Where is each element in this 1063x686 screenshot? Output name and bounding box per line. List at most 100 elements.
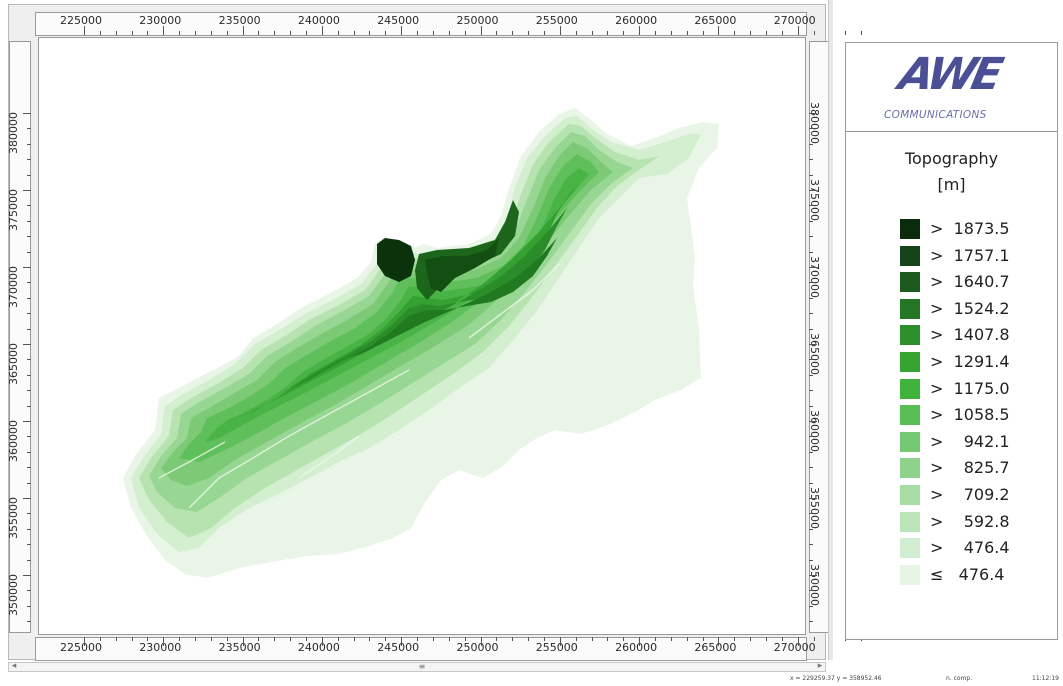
horizontal-scrollbar[interactable]: ◂ ≡ ▸ <box>8 661 826 672</box>
x-tick-mark <box>512 637 514 641</box>
x-tick-mark <box>639 26 641 35</box>
x-tick-mark <box>718 637 720 646</box>
y-tick-mark <box>27 605 31 607</box>
panel-splitter[interactable] <box>828 0 833 660</box>
map-canvas[interactable] <box>38 37 806 635</box>
y-tick-mark <box>809 544 813 546</box>
x-tick-mark <box>623 31 625 35</box>
x-tick-mark <box>623 637 625 641</box>
x-tick-mark <box>845 31 847 35</box>
logo-subtitle: COMMUNICATIONS <box>884 109 987 121</box>
x-tick-mark <box>115 637 117 641</box>
y-tick-mark <box>809 528 813 530</box>
legend-label: > 1640.7 <box>930 272 1010 292</box>
y-tick-label-right: 375000 <box>808 179 821 221</box>
scroll-left-icon[interactable]: ◂ <box>11 661 17 671</box>
legend-swatch <box>900 431 920 452</box>
legend-title: Topography <box>904 149 999 168</box>
x-tick-label-bottom: 265000 <box>694 641 737 654</box>
legend-swatch <box>900 219 920 239</box>
valley-line <box>188 369 410 509</box>
x-tick-mark <box>290 637 292 641</box>
y-tick-mark <box>809 143 813 145</box>
legend-swatch <box>900 538 920 559</box>
y-tick-mark <box>809 174 813 176</box>
y-tick-mark <box>809 359 813 361</box>
y-tick-mark <box>809 467 813 469</box>
x-tick-mark <box>686 637 688 641</box>
x-tick-mark <box>84 637 85 646</box>
x-tick-mark <box>718 26 720 35</box>
x-tick-mark <box>321 26 323 35</box>
y-tick-mark <box>809 159 813 161</box>
y-tick-label-left: 350000 <box>7 574 20 616</box>
y-tick-mark <box>809 421 817 422</box>
x-tick-mark <box>195 31 197 35</box>
y-tick-mark <box>27 467 31 469</box>
y-tick-mark <box>27 590 31 592</box>
company-logo: AWE COMMUNICATIONS <box>846 43 1057 132</box>
x-tick-mark <box>99 31 101 35</box>
legend-label: > 1407.8 <box>930 325 1010 345</box>
valley-line <box>298 435 360 479</box>
y-tick-label-right: 360000 <box>808 410 821 452</box>
y-tick-mark <box>809 251 813 253</box>
x-tick-mark <box>702 31 704 35</box>
y-tick-mark <box>27 251 31 253</box>
x-tick-mark <box>813 31 815 35</box>
x-tick-mark <box>321 637 323 646</box>
legend-swatch <box>900 245 920 266</box>
x-tick-mark <box>528 31 530 35</box>
y-tick-mark <box>809 374 813 376</box>
y-tick-label-right: 380000 <box>808 102 821 144</box>
y-tick-mark <box>27 205 31 207</box>
x-tick-mark <box>258 31 260 35</box>
x-tick-mark <box>99 637 101 641</box>
legend-swatch <box>900 272 920 293</box>
x-tick-mark <box>797 26 799 35</box>
status-time: 11:12:19 <box>1032 675 1059 682</box>
x-tick-label-bottom: 255000 <box>535 641 578 654</box>
scroll-right-icon[interactable]: ▸ <box>817 661 823 671</box>
x-tick-mark <box>797 637 799 646</box>
x-tick-label-bottom: 245000 <box>377 641 420 654</box>
y-tick-mark <box>27 436 31 438</box>
x-tick-mark <box>242 637 244 646</box>
x-tick-mark <box>147 637 149 641</box>
x-tick-label-bottom: 260000 <box>615 641 658 654</box>
x-tick-mark <box>543 31 545 35</box>
y-tick-mark <box>27 282 31 284</box>
x-tick-mark <box>480 637 482 646</box>
x-tick-mark <box>195 637 197 641</box>
legend-label: > 825.7 <box>930 458 1010 478</box>
x-tick-label-bottom: 250000 <box>456 641 499 654</box>
y-tick-mark <box>23 498 31 499</box>
y-tick-mark <box>809 513 813 515</box>
y-tick-mark <box>23 421 31 422</box>
x-tick-mark <box>385 637 387 641</box>
x-tick-mark <box>512 31 514 35</box>
x-tick-mark <box>417 637 419 641</box>
y-tick-label-right: 365000 <box>808 333 821 375</box>
x-tick-mark <box>480 26 482 35</box>
y-tick-mark <box>809 559 813 561</box>
x-tick-mark <box>131 31 133 35</box>
x-tick-mark <box>686 31 688 35</box>
x-tick-mark <box>417 31 419 35</box>
y-tick-mark <box>27 374 31 376</box>
x-tick-mark <box>306 31 308 35</box>
y-tick-mark <box>809 190 817 191</box>
legend-swatch <box>900 378 920 399</box>
x-tick-mark <box>591 637 593 641</box>
y-tick-mark <box>809 482 813 484</box>
x-tick-mark <box>781 31 783 35</box>
x-tick-mark <box>639 637 641 646</box>
y-tick-mark <box>27 143 31 145</box>
topography-map <box>123 108 719 578</box>
x-tick-mark <box>654 31 656 35</box>
scroll-thumb[interactable]: ≡ <box>418 662 426 671</box>
y-tick-mark <box>809 405 813 407</box>
legend-unit: [m] <box>937 175 966 194</box>
legend-label: > 476.4 <box>930 538 1010 558</box>
y-tick-mark <box>809 220 813 222</box>
